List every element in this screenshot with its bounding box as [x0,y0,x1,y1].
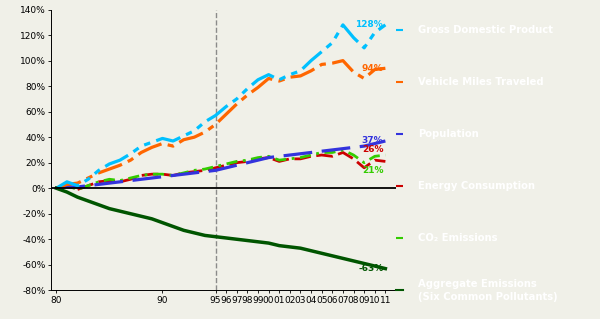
Text: 94%: 94% [362,64,383,73]
Text: Vehicle Miles Traveled: Vehicle Miles Traveled [418,77,544,87]
Text: Energy Consumption: Energy Consumption [418,181,535,191]
Text: -63%: -63% [358,264,383,273]
Text: 128%: 128% [356,20,383,29]
Text: Population: Population [418,129,479,139]
Text: CO₂ Emissions: CO₂ Emissions [418,233,498,243]
Text: 21%: 21% [362,166,383,175]
Text: Gross Domestic Product: Gross Domestic Product [418,25,553,35]
Text: Aggregate Emissions
(Six Common Pollutants): Aggregate Emissions (Six Common Pollutan… [418,279,558,301]
Text: 37%: 37% [362,137,383,145]
Text: 26%: 26% [362,145,383,154]
